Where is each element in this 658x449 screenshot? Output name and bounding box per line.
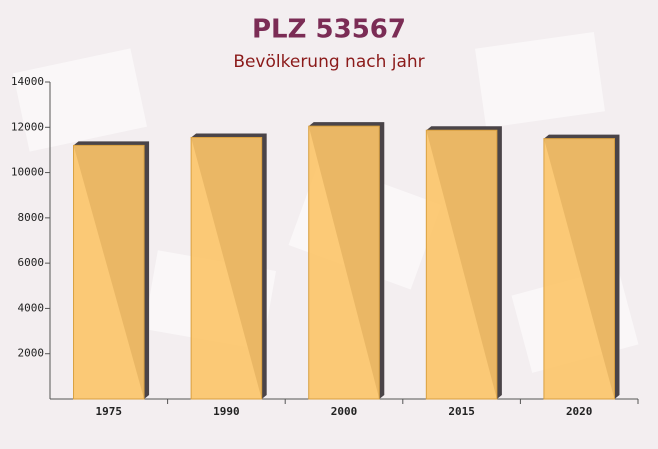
y-tick-label: 12000	[11, 120, 44, 133]
x-tick-label: 2000	[331, 405, 358, 418]
x-tick-label: 1975	[96, 405, 123, 418]
y-tick-label: 6000	[18, 256, 45, 269]
bar	[543, 138, 615, 400]
x-tick-label: 2015	[448, 405, 475, 418]
y-tick-label: 2000	[18, 347, 45, 360]
bar	[425, 129, 498, 400]
chart-title: PLZ 53567	[252, 15, 406, 45]
y-tick-label: 4000	[18, 301, 45, 314]
x-tick-label: 2020	[566, 405, 593, 418]
x-tick-label: 1990	[213, 405, 240, 418]
chart-subtitle: Bevölkerung nach jahr	[233, 52, 424, 72]
y-tick-label: 8000	[18, 211, 45, 224]
y-tick-label: 10000	[11, 166, 44, 179]
y-tick-label: 14000	[11, 75, 44, 88]
bar	[190, 136, 263, 400]
bar	[308, 125, 380, 400]
bar	[73, 144, 145, 400]
